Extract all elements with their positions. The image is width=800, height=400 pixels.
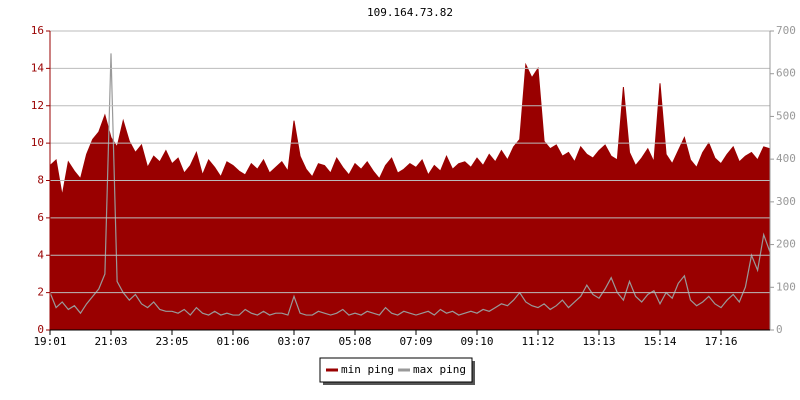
- x-tick-label: 13:13: [582, 335, 615, 348]
- y2-tick-label: 700: [776, 24, 796, 37]
- chart-title: 109.164.73.82: [367, 6, 453, 19]
- x-tick-label: 05:08: [338, 335, 371, 348]
- x-tick-label: 09:10: [460, 335, 493, 348]
- legend: [319, 357, 473, 383]
- y2-tick-label: 600: [776, 67, 796, 80]
- line: [49, 53, 771, 316]
- y2-tick-label: 100: [776, 280, 796, 293]
- x-tick-label: 07:09: [399, 335, 432, 348]
- y-tick-label: 6: [37, 211, 44, 224]
- x-tick-label: 01:06: [216, 335, 249, 348]
- y-tick-label: 2: [37, 286, 44, 299]
- y2-tick-label: 500: [776, 109, 796, 122]
- x-tick-label: 23:05: [155, 335, 188, 348]
- y-tick-label: 14: [31, 61, 45, 74]
- y2-tick-label: 400: [776, 152, 796, 165]
- x-tick-label: 15:14: [643, 335, 676, 348]
- legend-label: max ping: [413, 363, 466, 376]
- y2-tick-label: 300: [776, 195, 796, 208]
- y2-tick-label: 200: [776, 238, 796, 251]
- y-tick-label: 4: [37, 248, 44, 261]
- y2-tick-label: 0: [776, 323, 783, 336]
- y-tick-label: 16: [31, 24, 44, 37]
- x-tick-label: 19:01: [33, 335, 66, 348]
- y-tick-label: 10: [31, 136, 44, 149]
- y-tick-label: 12: [31, 99, 44, 112]
- x-tick-label: 17:16: [704, 335, 737, 348]
- x-tick-label: 21:03: [94, 335, 127, 348]
- y-tick-label: 8: [37, 174, 44, 187]
- x-tick-label: 11:12: [521, 335, 554, 348]
- x-tick-label: 03:07: [277, 335, 310, 348]
- legend-label: min ping: [341, 363, 394, 376]
- y-tick-label: 0: [37, 323, 44, 336]
- area: [49, 62, 771, 331]
